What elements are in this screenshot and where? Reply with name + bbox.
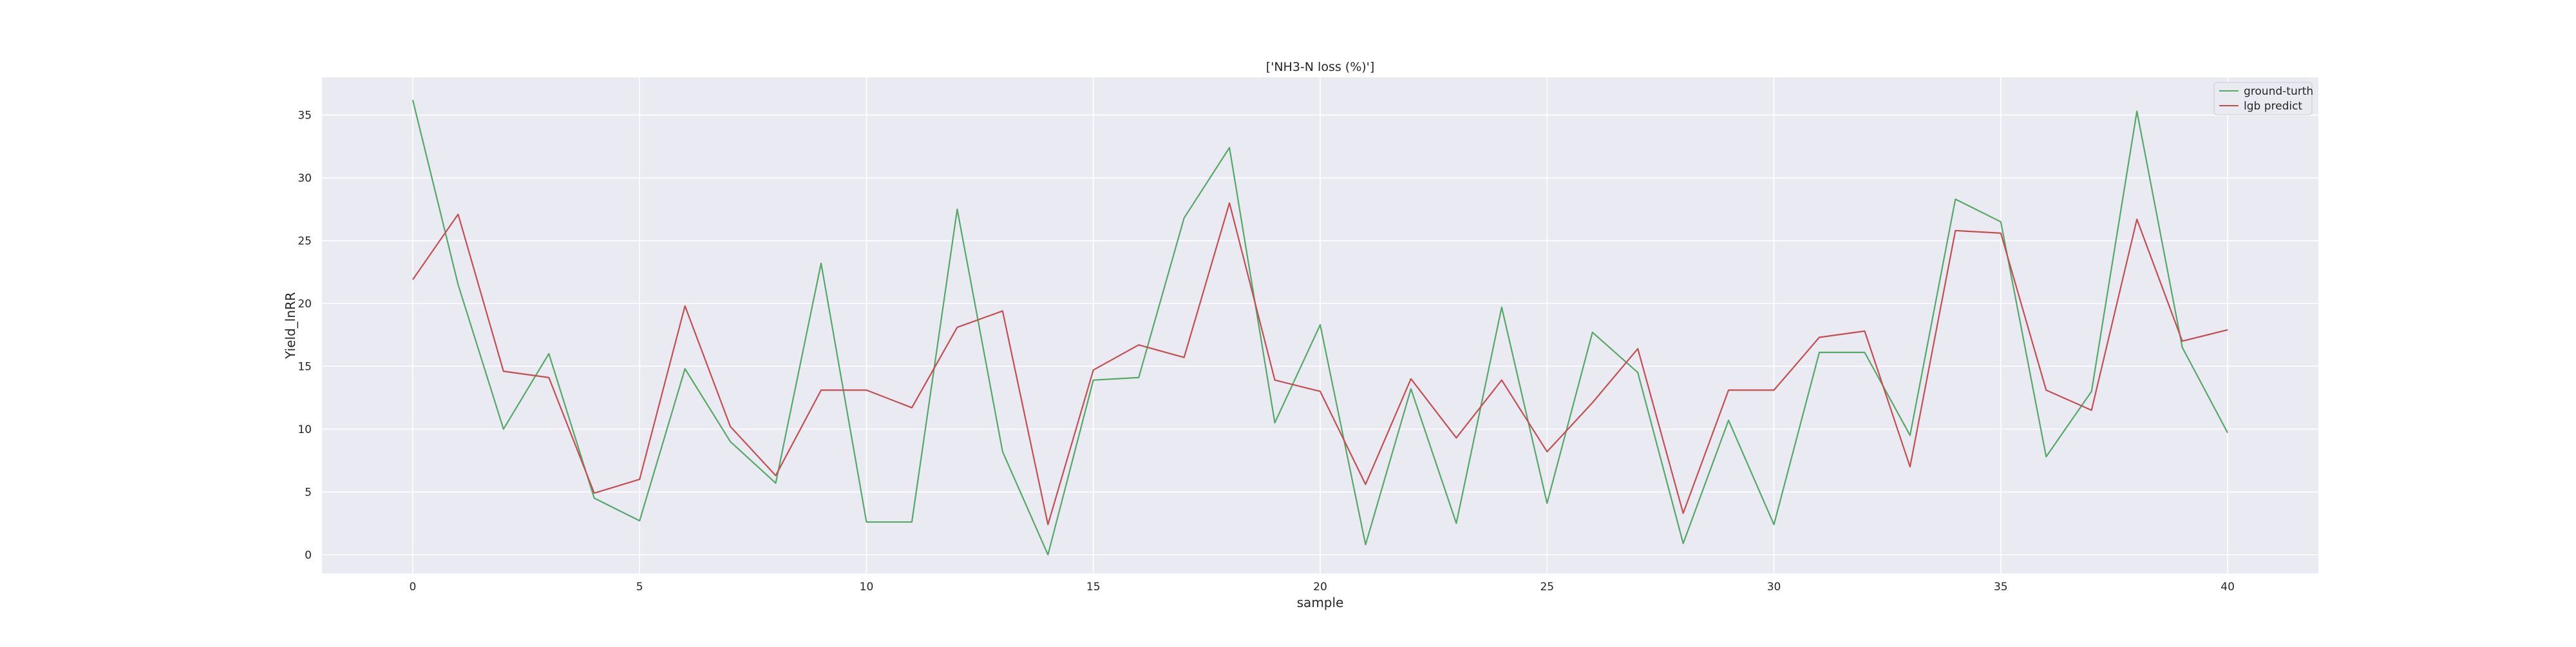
y-tick-label: 20 xyxy=(298,298,312,311)
x-tick-label: 0 xyxy=(409,581,416,594)
legend: ground-turth lgb predict xyxy=(2213,82,2313,115)
y-tick-label: 5 xyxy=(305,486,312,499)
axis-ticks: 0 5 10 15 20 25 30 35 40 0 5 10 15 20 25 30 35 xyxy=(298,109,2235,594)
chart-title: ['NH3-N loss (%)'] xyxy=(1266,60,1375,74)
x-tick-label: 10 xyxy=(860,581,874,594)
x-tick-label: 35 xyxy=(1994,581,2008,594)
x-tick-label: 20 xyxy=(1313,581,1327,594)
y-axis-label: Yield_lnRR xyxy=(283,292,298,360)
y-tick-label: 0 xyxy=(305,549,312,562)
y-tick-label: 30 xyxy=(298,172,312,185)
series-lines xyxy=(412,99,2229,555)
x-tick-label: 15 xyxy=(1086,581,1101,594)
y-tick-label: 25 xyxy=(298,235,312,247)
x-tick-label: 5 xyxy=(636,581,643,594)
grid-lines xyxy=(322,77,2318,574)
legend-label-lgb-predict: lgb predict xyxy=(2244,100,2302,113)
x-tick-label: 40 xyxy=(2221,581,2235,594)
series-line-lgb-predict xyxy=(412,202,2228,526)
x-tick-label: 25 xyxy=(1540,581,1554,594)
y-tick-label: 35 xyxy=(298,109,312,122)
x-tick-label: 30 xyxy=(1767,581,1781,594)
y-tick-label: 10 xyxy=(298,423,312,436)
y-tick-label: 15 xyxy=(298,360,312,373)
legend-label-ground-truth: ground-turth xyxy=(2244,85,2313,98)
x-axis-label: sample xyxy=(1297,595,1344,610)
series-line-ground-truth xyxy=(412,99,2229,555)
